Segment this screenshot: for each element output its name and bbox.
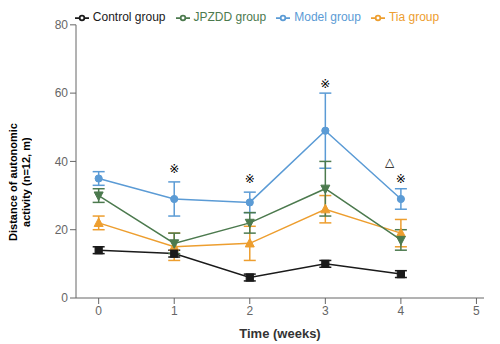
svg-text:20: 20: [55, 223, 69, 237]
svg-text:△: △: [385, 155, 395, 169]
html-text:Model group: Model group: [294, 10, 361, 24]
svg-text:0: 0: [61, 291, 68, 305]
svg-text:4: 4: [398, 304, 405, 318]
svg-text:60: 60: [55, 86, 69, 100]
svg-text:0: 0: [95, 304, 102, 318]
svg-text:5: 5: [473, 304, 480, 318]
html-text:JPZDD group: JPZDD group: [193, 10, 267, 24]
svg-text:1: 1: [171, 304, 178, 318]
svg-text:3: 3: [322, 304, 329, 318]
svg-text:40: 40: [55, 155, 69, 169]
html-text:Tia group: Tia group: [388, 10, 440, 24]
svg-text:※: ※: [169, 162, 179, 176]
html-text:Distance of autonomic activity: Distance of autonomic activity (n=12, m): [7, 123, 32, 241]
svg-text:※: ※: [245, 172, 255, 186]
svg-text:※: ※: [320, 77, 330, 91]
svg-text:※: ※: [396, 172, 406, 186]
svg-text:Time (weeks): Time (weeks): [239, 326, 320, 341]
html-text:Control group: Control group: [92, 10, 166, 24]
svg-text:80: 80: [55, 18, 69, 32]
svg-text:2: 2: [246, 304, 253, 318]
